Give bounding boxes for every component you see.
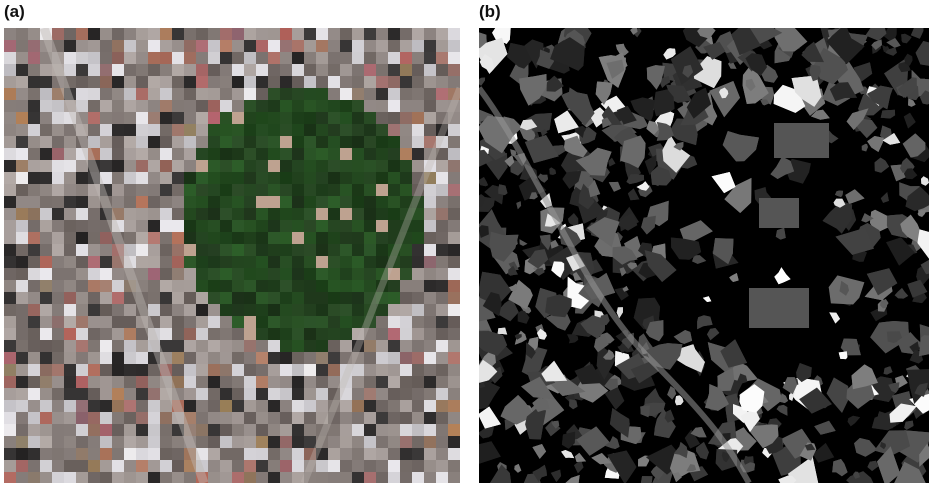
panel-label-b: (b) bbox=[479, 2, 501, 22]
satellite-image-panel bbox=[4, 28, 460, 483]
segmentation-image bbox=[479, 28, 929, 483]
panel-label-a: (a) bbox=[4, 2, 25, 22]
segmentation-image-panel bbox=[479, 28, 929, 483]
satellite-image bbox=[4, 28, 460, 483]
